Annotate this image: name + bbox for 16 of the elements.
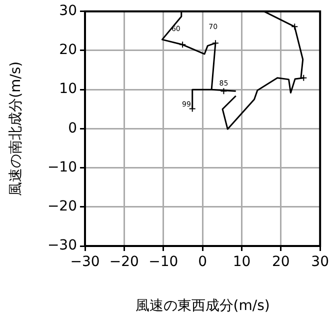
- x-tick-label: 0: [198, 254, 208, 270]
- y-axis-title: 風速の南北成分(m/s): [8, 61, 24, 196]
- y-tick-label: −30: [47, 238, 77, 254]
- x-axis-title: 風速の東西成分(m/s): [135, 298, 270, 314]
- y-tick-label: 10: [59, 81, 77, 98]
- y-tick-label: −20: [47, 198, 77, 215]
- y-tick-label: −10: [47, 159, 77, 176]
- y-tick-label: 20: [59, 42, 77, 58]
- y-tick-label: 30: [59, 3, 77, 20]
- x-tick-label: 30: [311, 254, 330, 270]
- x-tick-label: −30: [70, 254, 100, 270]
- x-tick-label: 10: [232, 254, 251, 270]
- x-tick-label: −20: [109, 254, 139, 270]
- x-tick-label: −10: [148, 254, 178, 270]
- x-tick-label: 20: [272, 254, 290, 270]
- y-tick-label: 0: [68, 120, 77, 136]
